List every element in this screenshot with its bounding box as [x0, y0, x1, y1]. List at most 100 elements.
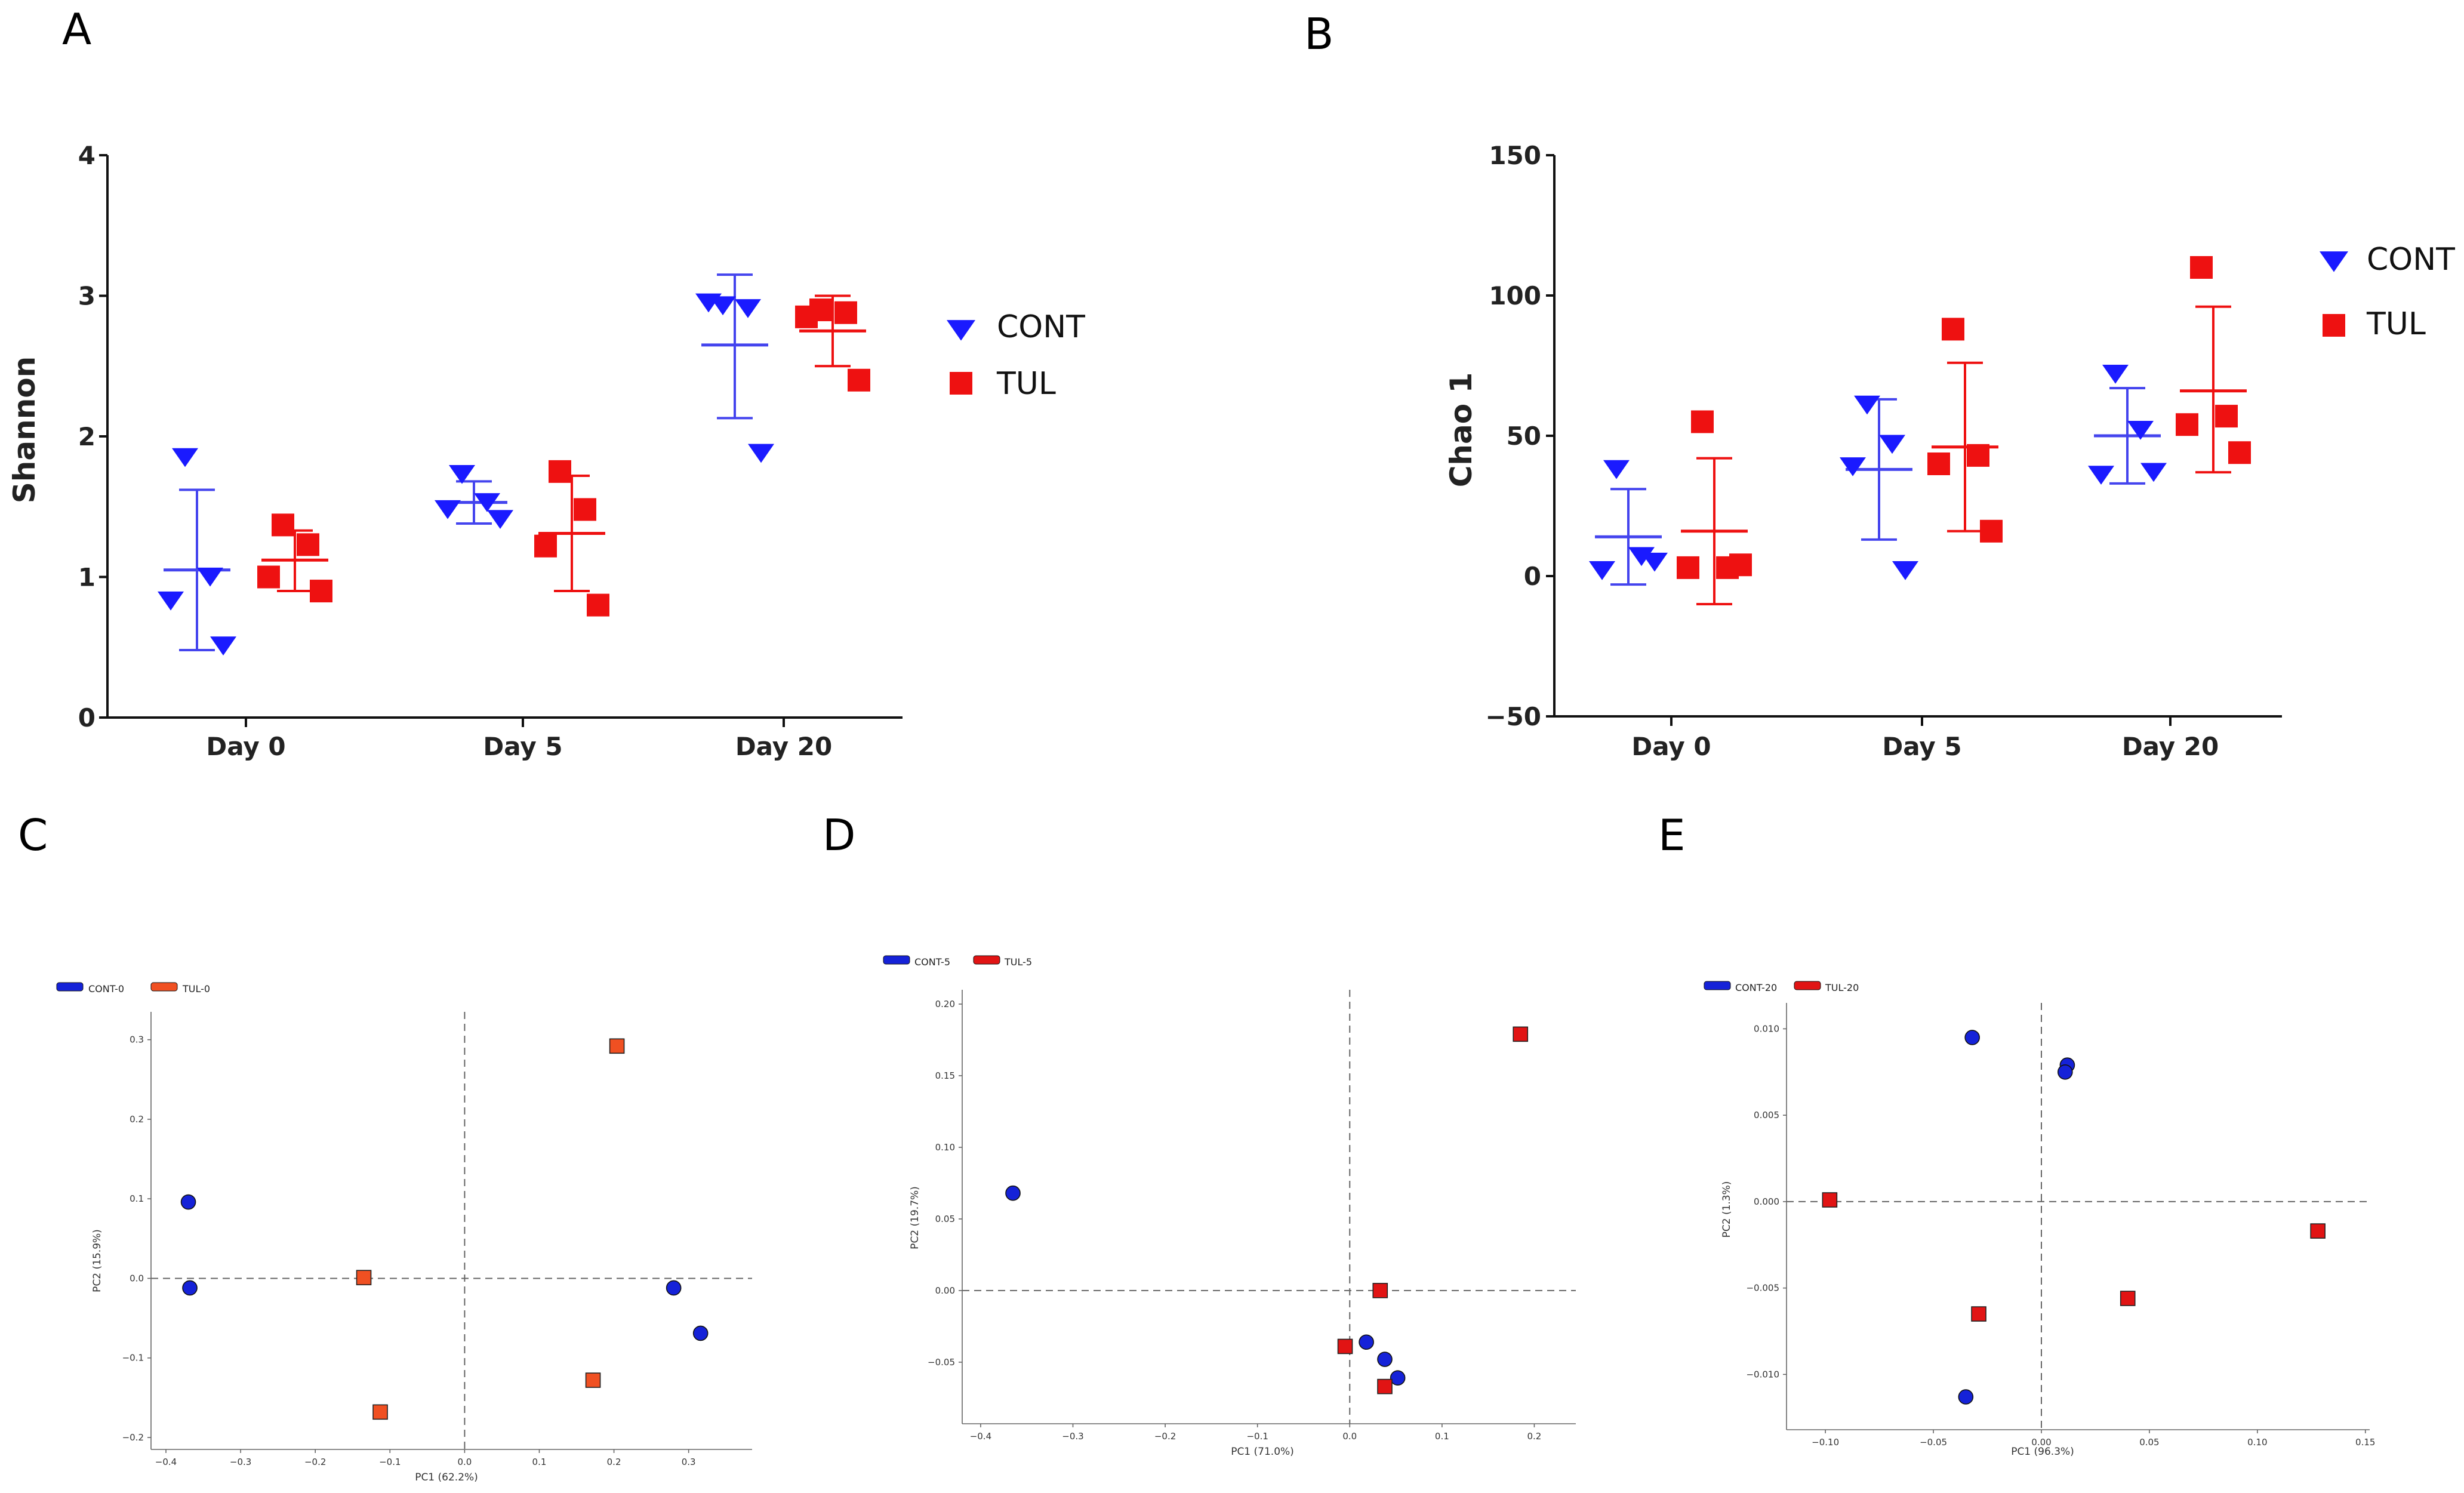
shannon-cont-point — [487, 510, 513, 530]
chao1-y-tick-label: 50 — [1507, 421, 1541, 451]
pcoa-day5-y-tick-label: 0.00 — [935, 1285, 955, 1296]
pcoa-day0-y-tick-label: −0.1 — [122, 1353, 144, 1363]
pcoa-day5-x-tick-label: 0.0 — [1342, 1431, 1357, 1442]
chao1-cont-point — [2102, 365, 2129, 384]
pcoa-day5-x-tick-label: −0.3 — [1062, 1431, 1083, 1442]
shannon-x-tick-label: Day 20 — [735, 732, 832, 761]
chao1-y-tick-label: 150 — [1489, 141, 1541, 170]
pcoa-day0-legend-cont-swatch — [56, 982, 84, 992]
pcoa-day20-y-tick-label: −0.010 — [1746, 1369, 1779, 1380]
chao1-cont-point — [2140, 463, 2167, 482]
chao1-cont-point — [1892, 561, 1918, 580]
pcoa-day20-chart: −0.10 −0.05 0.00 0.05 0.10 0.15 −0.010 −0.005 0.… — [1704, 981, 2375, 1458]
chao1-legend: CONT TUL — [2320, 242, 2455, 342]
chao1-tul-point — [1942, 318, 1964, 341]
shannon-cont-point — [197, 567, 223, 587]
pcoa-day20-y-tick-label: 0.010 — [1754, 1023, 1779, 1034]
pcoa-day20-x-tick-label: 0.05 — [2139, 1437, 2159, 1448]
pcoa-day20-marks — [1822, 1030, 2326, 1405]
shannon-cont-point — [735, 299, 761, 318]
shannon-cont-point — [172, 448, 198, 467]
chao1-cont-point — [1840, 457, 1866, 476]
chao1-tul-point — [1927, 452, 1950, 475]
pcoa-day20-legend: CONT-20 TUL-20 — [1704, 981, 1859, 993]
panel-label-c: C — [18, 810, 48, 860]
shannon-y-tick-label: 4 — [78, 141, 96, 170]
chao1-cont-point — [2088, 466, 2114, 485]
pcoa-day0-y-tick-label: 0.0 — [130, 1273, 144, 1283]
chao1-tul-point — [1980, 519, 2003, 543]
pcoa-day0-legend: CONT-0 TUL-0 — [56, 982, 210, 995]
pcoa-day5-marks — [1005, 1026, 1529, 1395]
pcoa-day0-tul-point — [585, 1372, 601, 1388]
pcoa-day5-x-tick-label: 0.1 — [1435, 1431, 1449, 1442]
chao1-tul-point — [1967, 444, 1989, 467]
pcoa-day20-x-tick-label: −0.10 — [1812, 1437, 1839, 1448]
chao1-tul-point — [1677, 556, 1699, 579]
pcoa-day5-y-axis-title: PC2 (19.7%) — [909, 1186, 921, 1249]
pcoa-day0-axes: −0.4 −0.3 −0.2 −0.1 0.0 0.1 0.2 0.3 −0.2 −0.1 0.0 0… — [122, 1012, 752, 1467]
shannon-x-tick-label: Day 0 — [206, 732, 285, 761]
pcoa-day0-x-tick-label: −0.2 — [304, 1457, 326, 1467]
shannon-tul-point — [574, 498, 596, 521]
pcoa-day20-x-tick-label: 0.10 — [2247, 1437, 2267, 1448]
chao1-y-tick-label: 100 — [1489, 281, 1541, 310]
pcoa-day5-chart: −0.4 −0.3 −0.2 −0.1 0.0 0.1 0.2 −0.05 0.00 0.05 0.… — [883, 955, 1576, 1458]
chao1-y-tick-label: 0 — [1524, 562, 1541, 591]
chao1-legend-tul-marker — [2323, 314, 2345, 337]
chao1-tul-point — [2215, 405, 2238, 428]
pcoa-day5-tul-point — [1377, 1378, 1393, 1395]
shannon-cont-point — [435, 500, 461, 519]
pcoa-day20-legend-cont: CONT-20 — [1735, 982, 1777, 993]
chao1-cont-point — [1641, 552, 1668, 572]
pcoa-day0-x-tick-label: 0.3 — [682, 1457, 696, 1467]
shannon-tul-point — [257, 565, 280, 589]
shannon-tul-point — [848, 368, 870, 392]
shannon-y-tick-label: 2 — [78, 422, 96, 451]
pcoa-day20-tul-point — [1822, 1192, 1838, 1208]
pcoa-day5-axes: −0.4 −0.3 −0.2 −0.1 0.0 0.1 0.2 −0.05 0.00 0.05 0.… — [928, 990, 1576, 1442]
shannon-cont-point — [449, 464, 475, 484]
pcoa-day5-tul-point — [1372, 1283, 1388, 1298]
pcoa-day20-tul-point — [1971, 1306, 1986, 1322]
pcoa-day5-legend: CONT-5 TUL-5 — [883, 955, 1032, 968]
shannon-tul-point — [834, 301, 857, 324]
pcoa-day0-legend-tul: TUL-0 — [182, 983, 210, 995]
shannon-y-tick-label: 0 — [78, 703, 96, 732]
pcoa-day5-y-tick-label: 0.10 — [935, 1142, 955, 1153]
shannon-legend-tul-marker — [950, 372, 972, 395]
shannon-x-tick-label: Day 5 — [483, 732, 562, 761]
pcoa-day0-x-tick-label: 0.0 — [457, 1457, 472, 1467]
pcoa-day5-cont-point — [1005, 1185, 1021, 1201]
pcoa-day5-tul-point — [1513, 1026, 1529, 1042]
chao1-marks — [1589, 256, 2251, 605]
chao1-cont-point — [1854, 395, 1880, 415]
pcoa-day5-y-tick-label: 0.15 — [935, 1070, 955, 1081]
shannon-cont-point — [474, 493, 500, 512]
pcoa-day20-x-tick-label: −0.05 — [1920, 1437, 1947, 1448]
pcoa-day5-tul-point — [1337, 1338, 1353, 1355]
chao1-cont-point — [1589, 561, 1615, 580]
pcoa-day20-cont-point — [2057, 1064, 2073, 1080]
chao1-axes: −50 0 50 100 150 Day 0 Day 5 Day 20 — [1485, 141, 2282, 761]
pcoa-day20-x-tick-label: 0.15 — [2355, 1437, 2375, 1448]
pcoa-day20-cont-point — [1958, 1389, 1974, 1405]
shannon-axes: 0 1 2 3 4 Day 0 Day 5 Day 20 — [78, 141, 903, 761]
shannon-legend-cont-marker — [947, 320, 975, 341]
panel-label-a: A — [62, 4, 91, 54]
shannon-tul-point — [587, 593, 609, 617]
pcoa-day5-y-tick-label: 0.05 — [935, 1214, 955, 1224]
chao1-tul-point — [2190, 256, 2213, 279]
shannon-chart: 0 1 2 3 4 Day 0 Day 5 Day 20 Shannon CONT TUL — [7, 141, 1085, 761]
pcoa-day5-x-tick-label: −0.1 — [1246, 1431, 1268, 1442]
pcoa-day5-cont-point — [1390, 1370, 1406, 1386]
chao1-tul-point — [2228, 441, 2251, 464]
pcoa-day0-x-tick-label: −0.1 — [379, 1457, 401, 1467]
pcoa-day0-x-tick-label: 0.1 — [532, 1457, 547, 1467]
pcoa-day5-x-tick-label: 0.2 — [1527, 1431, 1542, 1442]
pcoa-day0-x-axis-title: PC1 (62.2%) — [415, 1472, 478, 1483]
pcoa-day20-legend-tul-swatch — [1794, 981, 1821, 990]
pcoa-day0-x-tick-label: −0.4 — [155, 1457, 177, 1467]
pcoa-day5-cont-point — [1359, 1334, 1374, 1350]
